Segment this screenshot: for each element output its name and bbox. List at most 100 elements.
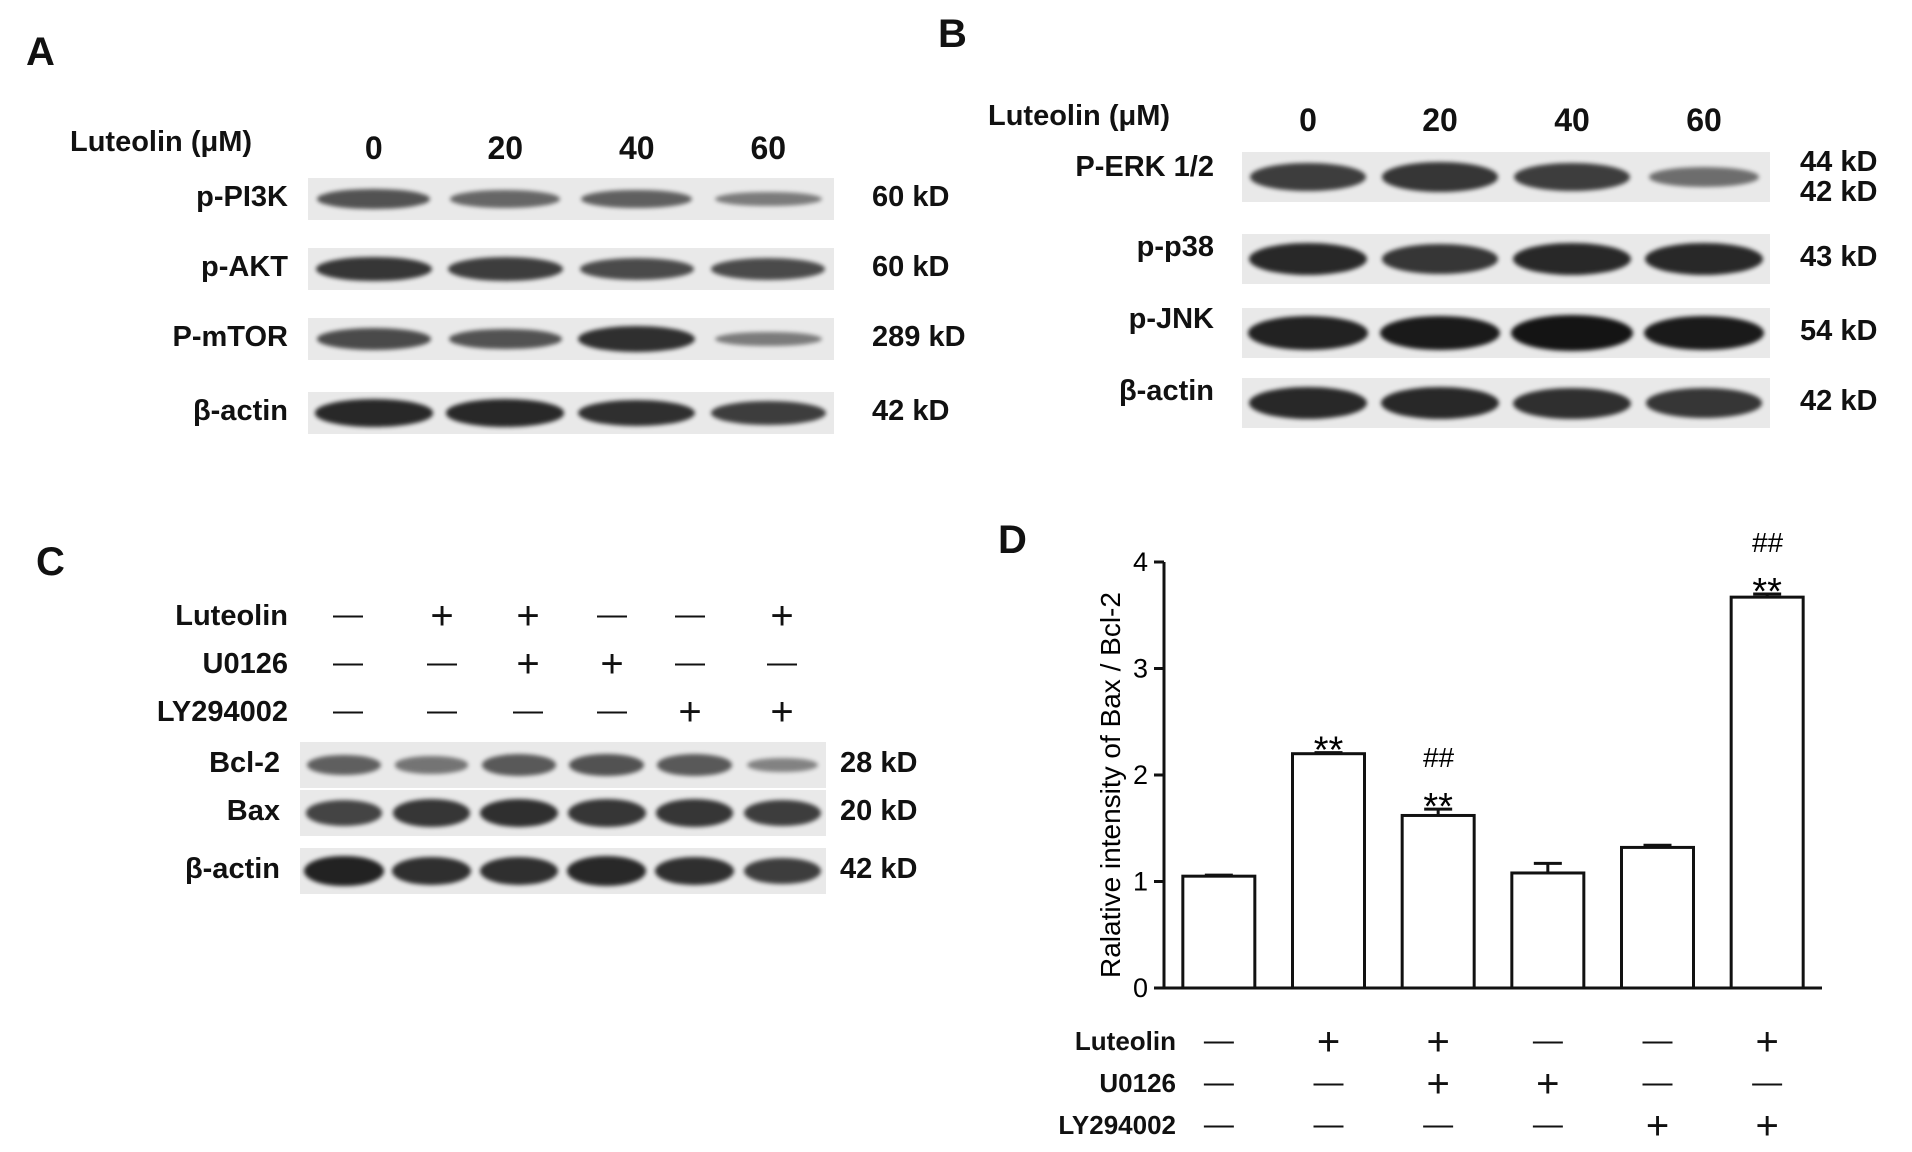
protein-band	[1380, 386, 1500, 420]
minus-sign: —	[1203, 1066, 1234, 1099]
protein-band	[317, 188, 431, 210]
protein-band	[448, 328, 562, 350]
protein-band	[1513, 387, 1631, 419]
protein-band	[714, 191, 822, 207]
minus-sign: —	[675, 646, 705, 679]
significance-mark: **	[1314, 730, 1344, 772]
blot-strip	[1242, 378, 1770, 428]
treatment-label: LY294002	[156, 696, 288, 728]
blot-row-label: β-actin	[184, 853, 280, 885]
blot-row-label: Bcl-2	[209, 747, 280, 779]
blot-row-label: p-AKT	[201, 251, 288, 283]
treatment-label: U0126	[1099, 1068, 1176, 1098]
kd-label: 42 kD	[872, 395, 950, 427]
significance-mark: ##	[1423, 742, 1455, 773]
protein-band	[314, 399, 433, 427]
bar	[1291, 752, 1366, 990]
protein-band	[1248, 316, 1368, 350]
minus-sign: —	[1313, 1108, 1344, 1141]
kd-label: 42 kD	[1800, 385, 1878, 417]
blot-strip	[1242, 152, 1770, 202]
dose-label: 60	[750, 130, 787, 166]
minus-sign: —	[333, 646, 363, 679]
plus-sign: +	[430, 594, 454, 638]
protein-band	[1381, 244, 1499, 274]
protein-band	[743, 857, 821, 885]
blot-strip	[300, 742, 826, 788]
minus-sign: —	[767, 646, 797, 679]
treatment-label: Luteolin	[175, 600, 288, 632]
plus-sign: +	[1426, 1062, 1450, 1106]
protein-band	[567, 856, 647, 886]
bar	[1181, 874, 1257, 990]
minus-sign: —	[1203, 1108, 1234, 1141]
protein-band	[743, 799, 821, 827]
minus-sign: —	[427, 646, 457, 679]
minus-sign: —	[1532, 1108, 1563, 1141]
protein-band	[392, 856, 471, 886]
protein-band	[1643, 315, 1765, 351]
minus-sign: —	[513, 694, 543, 727]
blot-row-label: p-PI3K	[196, 181, 288, 213]
protein-band	[710, 401, 826, 425]
minus-sign: —	[333, 694, 363, 727]
protein-band	[568, 799, 646, 827]
kd-label: 44 kD	[1800, 146, 1878, 178]
protein-band	[480, 798, 559, 828]
blot-strip	[300, 790, 826, 836]
protein-band	[316, 328, 431, 350]
kd-label: 20 kD	[840, 795, 918, 827]
dose-label: 60	[1686, 102, 1722, 138]
kd-label: 60 kD	[872, 181, 950, 213]
panel-d-letter: D	[998, 518, 1027, 562]
kd-label: 60 kD	[872, 251, 950, 283]
plus-sign: +	[1316, 1020, 1341, 1064]
plus-sign: +	[1536, 1062, 1560, 1106]
panel-b-letter: B	[938, 12, 967, 56]
dose-label: 20	[487, 130, 524, 166]
significance-mark: ##	[1752, 527, 1784, 558]
protein-band	[304, 855, 384, 887]
blot-row-label: P-ERK 1/2	[1075, 151, 1214, 183]
dose-label: 0	[364, 130, 383, 166]
protein-band	[1644, 242, 1764, 276]
protein-band	[1512, 242, 1632, 276]
blot-strip	[300, 848, 826, 894]
panel-b-header-label: Luteolin (μM)	[988, 100, 1171, 132]
y-tick-label: 1	[1133, 867, 1148, 897]
protein-band	[1511, 315, 1633, 351]
blot-strip	[308, 318, 834, 360]
bar	[1510, 871, 1586, 990]
protein-band	[581, 189, 693, 209]
blot-row-label: p-p38	[1136, 231, 1214, 263]
protein-band	[315, 256, 432, 282]
protein-band	[450, 190, 561, 208]
plus-sign: +	[770, 690, 794, 734]
panel-c-letter: C	[36, 540, 65, 584]
plus-sign: +	[516, 642, 540, 686]
minus-sign: —	[333, 598, 363, 631]
plus-sign: +	[1755, 1020, 1779, 1064]
dose-label: 40	[618, 130, 655, 166]
protein-band	[714, 331, 822, 347]
protein-band	[1248, 242, 1368, 276]
minus-sign: —	[1203, 1024, 1234, 1057]
blot-row-label: p-JNK	[1128, 303, 1214, 335]
plus-sign: +	[1645, 1104, 1670, 1148]
protein-band	[1250, 162, 1366, 192]
protein-band	[480, 856, 559, 886]
panel-a-letter: A	[26, 30, 55, 74]
blot-row-label: Bax	[226, 795, 280, 827]
dose-label: 20	[1422, 102, 1458, 138]
treatment-label: LY294002	[1058, 1110, 1176, 1140]
blot-strip	[308, 178, 834, 220]
minus-sign: —	[597, 694, 627, 727]
kd-label: 54 kD	[1800, 315, 1878, 347]
protein-band	[392, 799, 471, 827]
kd-label: 43 kD	[1800, 241, 1878, 273]
blot-strip	[308, 248, 834, 290]
plus-sign: +	[770, 594, 794, 638]
kd-label: 42 kD	[840, 853, 918, 885]
protein-band	[657, 754, 732, 776]
minus-sign: —	[1752, 1066, 1783, 1099]
